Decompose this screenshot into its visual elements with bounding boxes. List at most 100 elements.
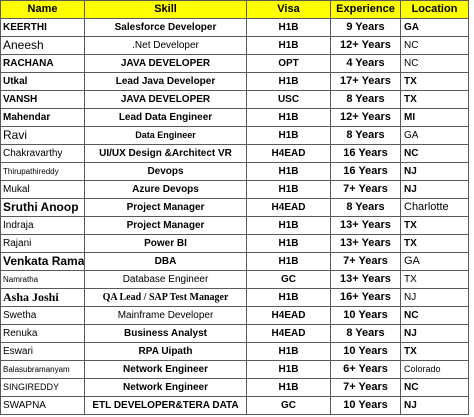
cell-skill: Project Manager [84,216,247,235]
cell-skill: UI/UX Design &Architect VR [84,144,247,163]
cell-location: NJ [400,180,469,199]
table-row: SWAPNA ETL DEVELOPER&TERA DATA GC 10 Years N… [0,396,469,415]
table-row: Sruthi Anoop Project Manager H4EAD 8 Years C… [0,198,469,217]
cell-experience: 8 Years [330,324,401,343]
cell-name: Indraja [0,216,85,235]
cell-location: NJ [400,288,469,307]
cell-skill: Power BI [84,234,247,253]
cell-experience: 12+ Years [330,36,401,55]
cell-visa: H1B [246,18,331,37]
cell-visa: GC [246,396,331,415]
table-row: Chakravarthy UI/UX Design &Architect VR H4… [0,144,469,163]
cell-experience: 7+ Years [330,252,401,271]
cell-location: NC [400,378,469,397]
cell-skill: Project Manager [84,198,247,217]
cell-name: Asha Joshi [0,288,85,307]
cell-skill: Devops [84,162,247,181]
cell-experience: 17+ Years [330,72,401,91]
cell-experience: 13+ Years [330,270,401,289]
cell-experience: 6+ Years [330,360,401,379]
cell-visa: H1B [246,252,331,271]
cell-location: NJ [400,396,469,415]
cell-location: NJ [400,162,469,181]
cell-skill: Data Engineer [84,126,247,145]
cell-visa: H1B [246,216,331,235]
cell-skill: JAVA DEVELOPER [84,54,247,73]
cell-experience: 10 Years [330,306,401,325]
cell-location: NC [400,54,469,73]
cell-experience: 10 Years [330,342,401,361]
cell-skill: JAVA DEVELOPER [84,90,247,109]
cell-experience: 13+ Years [330,216,401,235]
cell-visa: H1B [246,108,331,127]
cell-visa: OPT [246,54,331,73]
cell-visa: H1B [246,180,331,199]
cell-visa: USC [246,90,331,109]
table-row: Swetha Mainframe Developer H4EAD 10 Years NC [0,306,469,325]
cell-name: KEERTHI [0,18,85,37]
cell-name: Eswari [0,342,85,361]
cell-skill: Database Engineer [84,270,247,289]
header-skill: Skill [84,0,247,19]
cell-location: Charlotte [400,198,469,217]
cell-location: TX [400,90,469,109]
cell-skill: QA Lead / SAP Test Manager [84,288,247,307]
cell-name: Chakravarthy [0,144,85,163]
cell-experience: 8 Years [330,90,401,109]
cell-location: GA [400,18,469,37]
header-row: Name Skill Visa Experience Location [0,0,469,19]
cell-skill: Network Engineer [84,378,247,397]
table-row: Thirupathireddy Devops H1B 16 Years NJ [0,162,469,181]
cell-experience: 4 Years [330,54,401,73]
cell-skill: ETL DEVELOPER&TERA DATA [84,396,247,415]
table-row: VANSH JAVA DEVELOPER USC 8 Years TX [0,90,469,109]
table-row: Renuka Business Analyst H4EAD 8 Years NJ [0,324,469,343]
cell-name: Aneesh [0,36,85,55]
table-row: Eswari RPA Uipath H1B 10 Years TX [0,342,469,361]
cell-location: TX [400,72,469,91]
cell-visa: H1B [246,342,331,361]
cell-visa: H4EAD [246,198,331,217]
cell-name: Renuka [0,324,85,343]
cell-location: NC [400,36,469,55]
cell-location: TX [400,270,469,289]
table-row: Namratha Database Engineer GC 13+ Years TX [0,270,469,289]
cell-name: Sruthi Anoop [0,198,85,217]
cell-name: Ravi [0,126,85,145]
cell-name: Rajani [0,234,85,253]
cell-visa: H4EAD [246,144,331,163]
cell-experience: 9 Years [330,18,401,37]
cell-location: NC [400,144,469,163]
header-name: Name [0,0,85,19]
table-row: KEERTHI Salesforce Developer H1B 9 Years GA [0,18,469,37]
cell-location: MI [400,108,469,127]
cell-skill: Business Analyst [84,324,247,343]
cell-skill: Azure Devops [84,180,247,199]
cell-skill: Mainframe Developer [84,306,247,325]
cell-skill: Network Engineer [84,360,247,379]
cell-location: Colorado [400,360,469,379]
table-row: Ravi Data Engineer H1B 8 Years GA [0,126,469,145]
table-row: Indraja Project Manager H1B 13+ Years TX [0,216,469,235]
table-row: RACHANA JAVA DEVELOPER OPT 4 Years NC [0,54,469,73]
header-experience: Experience [330,0,401,19]
cell-visa: H4EAD [246,324,331,343]
cell-skill: .Net Developer [84,36,247,55]
cell-visa: H1B [246,288,331,307]
cell-visa: H1B [246,72,331,91]
cell-name: Swetha [0,306,85,325]
cell-location: NJ [400,324,469,343]
cell-name: Namratha [0,270,85,289]
table-row: Mahendar Lead Data Engineer H1B 12+ Years MI [0,108,469,127]
header-location: Location [400,0,469,19]
cell-name: Mukal [0,180,85,199]
cell-experience: 8 Years [330,198,401,217]
table-row: Venkata Rama DBA H1B 7+ Years GA [0,252,469,271]
cell-location: TX [400,342,469,361]
cell-visa: H1B [246,126,331,145]
cell-visa: H4EAD [246,306,331,325]
cell-name: Balasubramanyam [0,360,85,379]
table-row: Aneesh .Net Developer H1B 12+ Years NC [0,36,469,55]
cell-location: GA [400,252,469,271]
